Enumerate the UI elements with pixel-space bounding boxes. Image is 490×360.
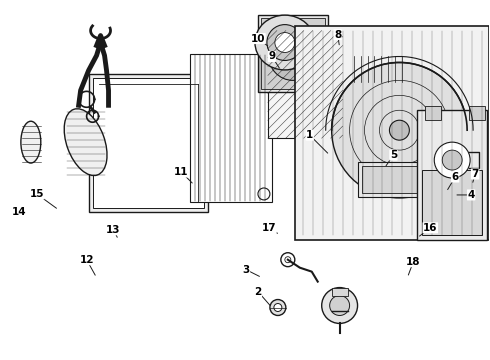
Bar — [469, 106, 485, 120]
Circle shape — [258, 188, 270, 200]
Bar — [332, 288, 347, 296]
Bar — [358, 162, 425, 197]
Text: 6: 6 — [452, 172, 459, 182]
Ellipse shape — [268, 27, 318, 80]
Ellipse shape — [21, 121, 41, 163]
Text: 7: 7 — [471, 169, 479, 179]
Circle shape — [281, 253, 295, 267]
Text: 14: 14 — [12, 207, 26, 217]
Circle shape — [390, 120, 409, 140]
Bar — [190, 54, 272, 202]
Text: 12: 12 — [79, 255, 94, 265]
Bar — [425, 106, 441, 120]
Circle shape — [468, 154, 480, 166]
Bar — [439, 150, 467, 172]
Circle shape — [442, 150, 462, 170]
Circle shape — [348, 80, 420, 151]
Text: 4: 4 — [467, 190, 475, 200]
Bar — [258, 15, 328, 92]
Text: 10: 10 — [251, 33, 265, 44]
Circle shape — [322, 288, 358, 323]
Bar — [295, 26, 489, 240]
Text: 13: 13 — [106, 225, 121, 235]
Bar — [268, 31, 343, 138]
Circle shape — [332, 62, 467, 198]
Circle shape — [274, 303, 282, 311]
Text: 16: 16 — [423, 223, 438, 233]
Text: 9: 9 — [269, 51, 275, 62]
Bar — [347, 54, 409, 85]
Bar — [93, 78, 204, 208]
Text: 18: 18 — [406, 257, 420, 267]
Text: 2: 2 — [254, 287, 262, 297]
Text: 1: 1 — [306, 130, 314, 140]
Text: 8: 8 — [334, 30, 341, 40]
Text: 3: 3 — [243, 265, 249, 275]
Text: 15: 15 — [29, 189, 44, 199]
Ellipse shape — [348, 77, 420, 91]
Circle shape — [275, 32, 295, 53]
Text: 5: 5 — [390, 150, 397, 160]
Text: 17: 17 — [262, 223, 276, 233]
Ellipse shape — [64, 109, 107, 176]
Circle shape — [330, 296, 349, 315]
Circle shape — [267, 24, 303, 60]
Bar — [417, 110, 487, 240]
Bar — [362, 166, 421, 193]
Bar — [442, 153, 464, 169]
Bar — [422, 170, 482, 235]
Bar — [261, 18, 325, 89]
Ellipse shape — [255, 15, 315, 70]
Circle shape — [270, 300, 286, 315]
Bar — [89, 75, 208, 212]
Text: 11: 11 — [174, 167, 189, 177]
Circle shape — [434, 142, 470, 178]
